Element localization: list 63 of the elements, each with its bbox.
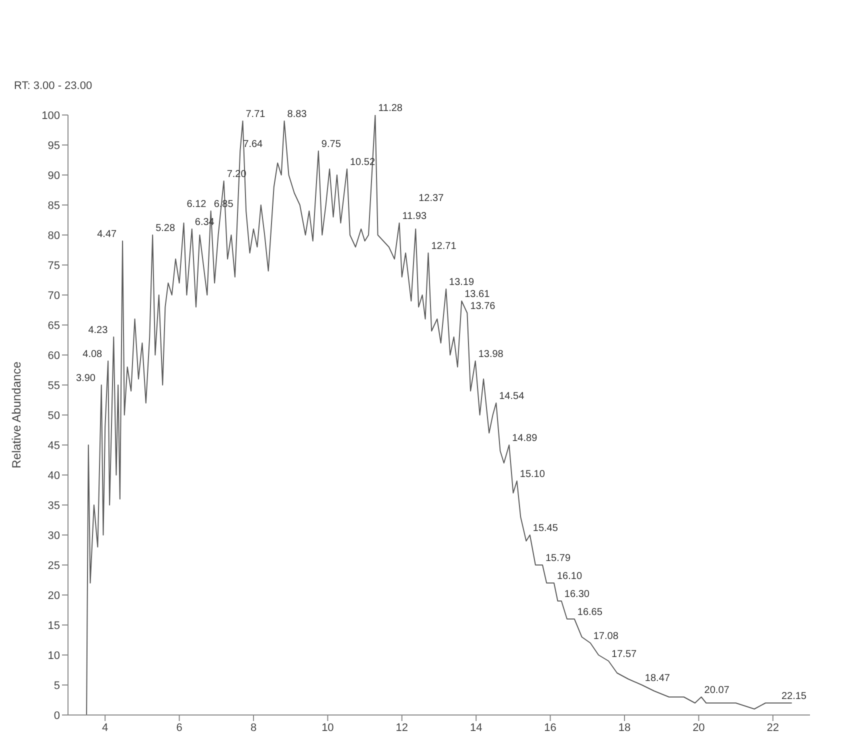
annotation: 12.37: [418, 193, 444, 204]
text: RT: 3.00 - 23.00: [14, 80, 92, 92]
y-tick-label: 50: [48, 410, 60, 422]
y-tick-label: 100: [42, 110, 60, 122]
y-tick-label: 65: [48, 320, 60, 332]
x-tick-label: 22: [766, 722, 780, 734]
annotation: 15.10: [520, 469, 546, 480]
annotation: 9.75: [321, 139, 342, 150]
annotation: 16.30: [564, 589, 590, 600]
y-tick-label: 30: [48, 530, 60, 542]
y-tick-label: 75: [48, 260, 60, 272]
y-tick-label: 25: [48, 560, 60, 572]
annotation: 22.15: [781, 691, 807, 702]
annotation: 16.10: [557, 571, 582, 582]
annotation: 16.65: [577, 607, 603, 618]
annotation: 8.83: [287, 109, 308, 120]
annotation: 13.19: [449, 277, 475, 288]
annotation: 13.98: [478, 349, 504, 360]
x-tick-label: 12: [396, 722, 408, 734]
annotation: 11.93: [402, 211, 428, 222]
y-tick-label: 35: [48, 500, 60, 512]
annotation: 4.08: [82, 349, 103, 360]
x-tick-label: 14: [470, 722, 482, 734]
y-tick-label: 70: [48, 290, 60, 302]
x-tick-label: 20: [692, 722, 705, 734]
y-tick-label: 15: [48, 620, 60, 632]
y-tick-label: 20: [48, 590, 60, 602]
y-tick-label: 10: [48, 650, 60, 662]
y-axis-title: Relative Abundance: [9, 361, 24, 468]
annotation: 14.89: [512, 433, 538, 444]
x-tick-label: 6: [176, 722, 182, 734]
annotation: 7.71: [246, 109, 266, 120]
y-tick-label: 40: [48, 470, 60, 482]
x-tick-label: 4: [102, 722, 108, 734]
annotation: 17.57: [612, 649, 638, 660]
annotation: 15.79: [546, 553, 571, 564]
annotation: 4.47: [97, 229, 118, 240]
y-tick-label: 90: [48, 170, 60, 182]
annotation: 12.71: [431, 241, 457, 252]
annotation: 5.28: [156, 223, 176, 234]
annotation: 20.07: [704, 685, 730, 696]
annotation: 6.12: [186, 199, 207, 210]
x-tick-label: 16: [544, 722, 556, 734]
y-tick-label: 55: [48, 380, 60, 392]
annotation: 13.61: [464, 289, 490, 300]
x-tick-label: 10: [322, 722, 334, 734]
annotation: 18.47: [644, 673, 670, 684]
y-tick-label: 5: [54, 680, 60, 692]
y-tick-label: 0: [54, 710, 60, 722]
x-tick-label: 8: [250, 722, 257, 734]
y-tick-label: 45: [48, 440, 60, 452]
annotation: 13.76: [470, 301, 496, 312]
y-tick-label: 85: [48, 200, 60, 212]
annotation: 11.28: [378, 103, 403, 114]
annotation: 4.23: [88, 325, 108, 336]
annotation: 17.08: [593, 631, 619, 642]
y-tick-label: 80: [48, 230, 60, 242]
y-tick-label: 60: [48, 350, 60, 362]
annotation: 14.54: [499, 391, 525, 402]
annotation: 15.45: [532, 523, 558, 534]
y-tick-label: 95: [48, 140, 60, 152]
annotation: 3.90: [76, 373, 96, 384]
x-tick-label: 18: [618, 722, 631, 734]
